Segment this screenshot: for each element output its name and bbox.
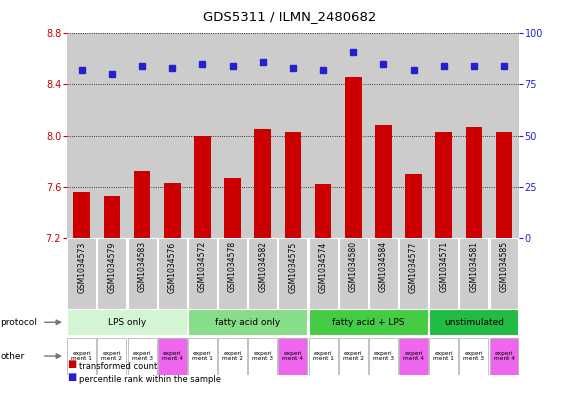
Bar — [285, 132, 301, 238]
Text: transformed count: transformed count — [79, 362, 158, 371]
Text: GSM1034575: GSM1034575 — [288, 241, 298, 292]
Bar — [128, 338, 157, 375]
Bar — [459, 338, 488, 375]
Bar — [309, 238, 338, 309]
Bar — [97, 238, 126, 309]
Bar — [128, 238, 157, 309]
Text: experi
ment 1: experi ment 1 — [313, 351, 333, 362]
Bar — [315, 184, 331, 238]
Text: GSM1034573: GSM1034573 — [77, 241, 86, 292]
Text: experi
ment 3: experi ment 3 — [463, 351, 484, 362]
Text: percentile rank within the sample: percentile rank within the sample — [79, 375, 222, 384]
Bar — [248, 238, 277, 309]
Bar — [436, 132, 452, 238]
Text: experi
ment 1: experi ment 1 — [71, 351, 92, 362]
Text: experi
ment 2: experi ment 2 — [222, 351, 243, 362]
Text: GSM1034580: GSM1034580 — [349, 241, 358, 292]
Text: GSM1034571: GSM1034571 — [439, 241, 448, 292]
Bar — [339, 338, 368, 375]
Text: GSM1034581: GSM1034581 — [469, 241, 478, 292]
Bar — [97, 338, 126, 375]
Bar — [339, 238, 368, 309]
Text: other: other — [1, 352, 25, 360]
Bar — [188, 338, 217, 375]
Bar — [188, 238, 217, 309]
Bar — [134, 171, 150, 238]
Text: GSM1034583: GSM1034583 — [137, 241, 147, 292]
Bar — [375, 125, 392, 238]
Text: GSM1034576: GSM1034576 — [168, 241, 177, 292]
Bar — [67, 238, 96, 309]
Bar — [74, 192, 90, 238]
Bar — [158, 238, 187, 309]
Text: unstimulated: unstimulated — [444, 318, 504, 327]
Text: GSM1034582: GSM1034582 — [258, 241, 267, 292]
Text: ■: ■ — [67, 373, 76, 382]
Text: GSM1034579: GSM1034579 — [107, 241, 117, 292]
Bar — [466, 127, 482, 238]
Bar — [278, 238, 307, 309]
Bar — [459, 238, 488, 309]
Bar — [490, 238, 519, 309]
Text: GDS5311 / ILMN_2480682: GDS5311 / ILMN_2480682 — [204, 10, 376, 23]
Bar — [278, 338, 307, 375]
Bar — [429, 338, 458, 375]
Text: experi
ment 4: experi ment 4 — [282, 351, 303, 362]
Bar — [248, 338, 277, 375]
Text: protocol: protocol — [1, 318, 38, 327]
Text: GSM1034578: GSM1034578 — [228, 241, 237, 292]
Bar — [429, 309, 519, 336]
Text: GSM1034577: GSM1034577 — [409, 241, 418, 292]
Text: experi
ment 3: experi ment 3 — [373, 351, 394, 362]
Text: experi
ment 1: experi ment 1 — [192, 351, 213, 362]
Text: experi
ment 1: experi ment 1 — [433, 351, 454, 362]
Bar — [345, 77, 361, 238]
Text: LPS only: LPS only — [108, 318, 146, 327]
Bar — [405, 174, 422, 238]
Bar — [399, 338, 428, 375]
Text: GSM1034574: GSM1034574 — [318, 241, 328, 292]
Bar — [490, 338, 519, 375]
Bar — [224, 178, 241, 238]
Text: experi
ment 4: experi ment 4 — [494, 351, 514, 362]
Text: ■: ■ — [67, 360, 76, 369]
Bar — [67, 309, 187, 336]
Bar — [158, 338, 187, 375]
Text: experi
ment 4: experi ment 4 — [403, 351, 424, 362]
Text: fatty acid only: fatty acid only — [215, 318, 280, 327]
Text: fatty acid + LPS: fatty acid + LPS — [332, 318, 405, 327]
Bar — [67, 338, 96, 375]
Bar — [194, 136, 211, 238]
Bar — [369, 238, 398, 309]
Bar — [218, 338, 247, 375]
Bar — [309, 309, 428, 336]
Bar — [255, 129, 271, 238]
Text: experi
ment 3: experi ment 3 — [132, 351, 153, 362]
Bar — [399, 238, 428, 309]
Text: GSM1034585: GSM1034585 — [499, 241, 509, 292]
Text: experi
ment 4: experi ment 4 — [162, 351, 183, 362]
Bar — [309, 338, 338, 375]
Text: GSM1034584: GSM1034584 — [379, 241, 388, 292]
Text: experi
ment 3: experi ment 3 — [252, 351, 273, 362]
Text: experi
ment 2: experi ment 2 — [102, 351, 122, 362]
Text: GSM1034572: GSM1034572 — [198, 241, 207, 292]
Bar — [164, 183, 180, 238]
Bar — [218, 238, 247, 309]
Bar — [369, 338, 398, 375]
Bar — [104, 196, 120, 238]
Bar — [188, 309, 307, 336]
Text: experi
ment 2: experi ment 2 — [343, 351, 364, 362]
Bar — [429, 238, 458, 309]
Bar — [496, 132, 512, 238]
